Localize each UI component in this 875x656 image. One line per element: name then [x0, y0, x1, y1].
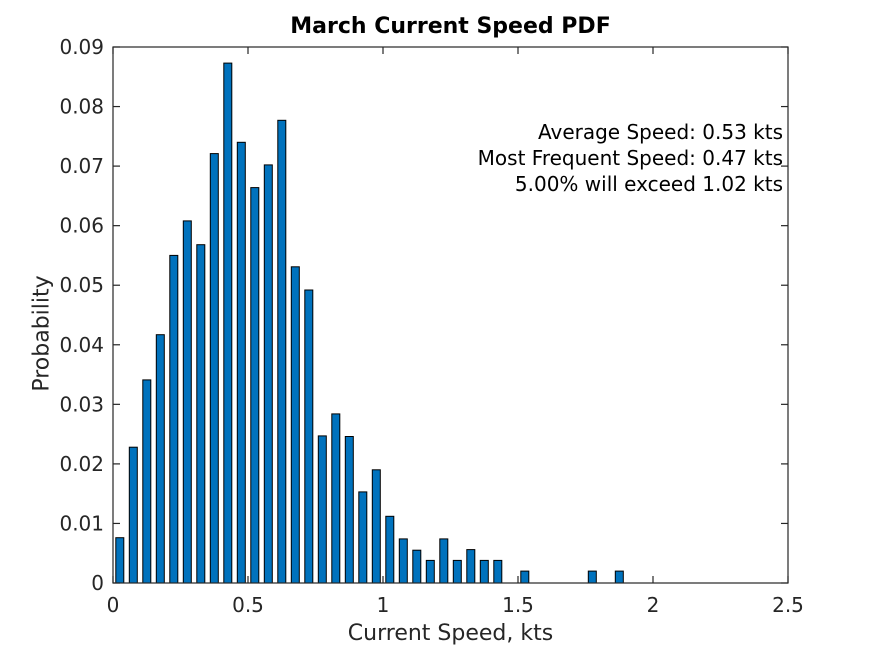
histogram-bar [479, 559, 489, 584]
histogram-bar [250, 187, 260, 584]
histogram-bar [466, 549, 476, 584]
histogram-bar [398, 538, 408, 584]
histogram-bar [439, 538, 449, 584]
histogram-bar [290, 266, 300, 584]
histogram-bar [223, 62, 233, 584]
y-tick-label: 0.04 [59, 333, 104, 357]
y-tick-label: 0.06 [59, 214, 104, 238]
axes-box [112, 46, 789, 584]
histogram-bar [425, 559, 435, 584]
annotation-line-exceedance: 5.00% will exceed 1.02 kts [514, 172, 783, 196]
x-tick-label: 1 [377, 593, 390, 617]
y-tick-label: 0.03 [59, 392, 104, 416]
x-tick-label: 1.5 [502, 593, 534, 617]
stats-annotation: Average Speed: 0.53 kts Most Frequent Sp… [478, 119, 783, 197]
histogram-bar [236, 141, 246, 584]
histogram-bar [331, 413, 341, 584]
annotation-line-average-speed: Average Speed: 0.53 kts [537, 120, 783, 144]
histogram-bar [344, 436, 354, 584]
histogram-bar [263, 164, 273, 584]
chart-title: March Current Speed PDF [290, 14, 611, 39]
histogram-bar [169, 254, 179, 584]
y-tick-label: 0.09 [59, 35, 104, 59]
y-tick-label: 0.08 [59, 95, 104, 119]
y-tick-label: 0.01 [59, 511, 104, 535]
histogram-bar [358, 491, 368, 584]
histogram-bar [587, 570, 597, 584]
histogram-bar [452, 559, 462, 584]
histogram-bar [196, 244, 206, 584]
histogram-bar [317, 435, 327, 584]
histogram-bar [277, 119, 287, 584]
y-axis-label: Probability [29, 275, 55, 392]
y-tick-label: 0 [91, 571, 104, 595]
histogram-bar [128, 446, 138, 584]
x-tick-label: 2.5 [772, 593, 804, 617]
histogram-bar [614, 570, 624, 584]
histogram-bar [371, 469, 381, 584]
annotation-line-most-frequent-speed: Most Frequent Speed: 0.47 kts [477, 146, 783, 170]
x-axis-label: Current Speed, kts [347, 621, 554, 646]
x-tick-label: 0.5 [232, 593, 264, 617]
y-tick-label: 0.05 [59, 273, 104, 297]
histogram-bar [115, 537, 125, 584]
y-tick-label: 0.07 [59, 154, 104, 178]
x-tick-label: 0 [107, 593, 120, 617]
histogram-bar [155, 334, 165, 584]
histogram-bar [520, 570, 530, 584]
x-tick-label: 2 [647, 593, 660, 617]
histogram-bar [182, 220, 192, 584]
histogram-bar [412, 549, 422, 584]
histogram-bar [142, 379, 152, 584]
histogram-bar [209, 153, 219, 584]
histogram-bar [493, 559, 503, 584]
histogram-bar [304, 289, 314, 584]
histogram-bar [385, 515, 395, 584]
y-tick-label: 0.02 [59, 452, 104, 476]
